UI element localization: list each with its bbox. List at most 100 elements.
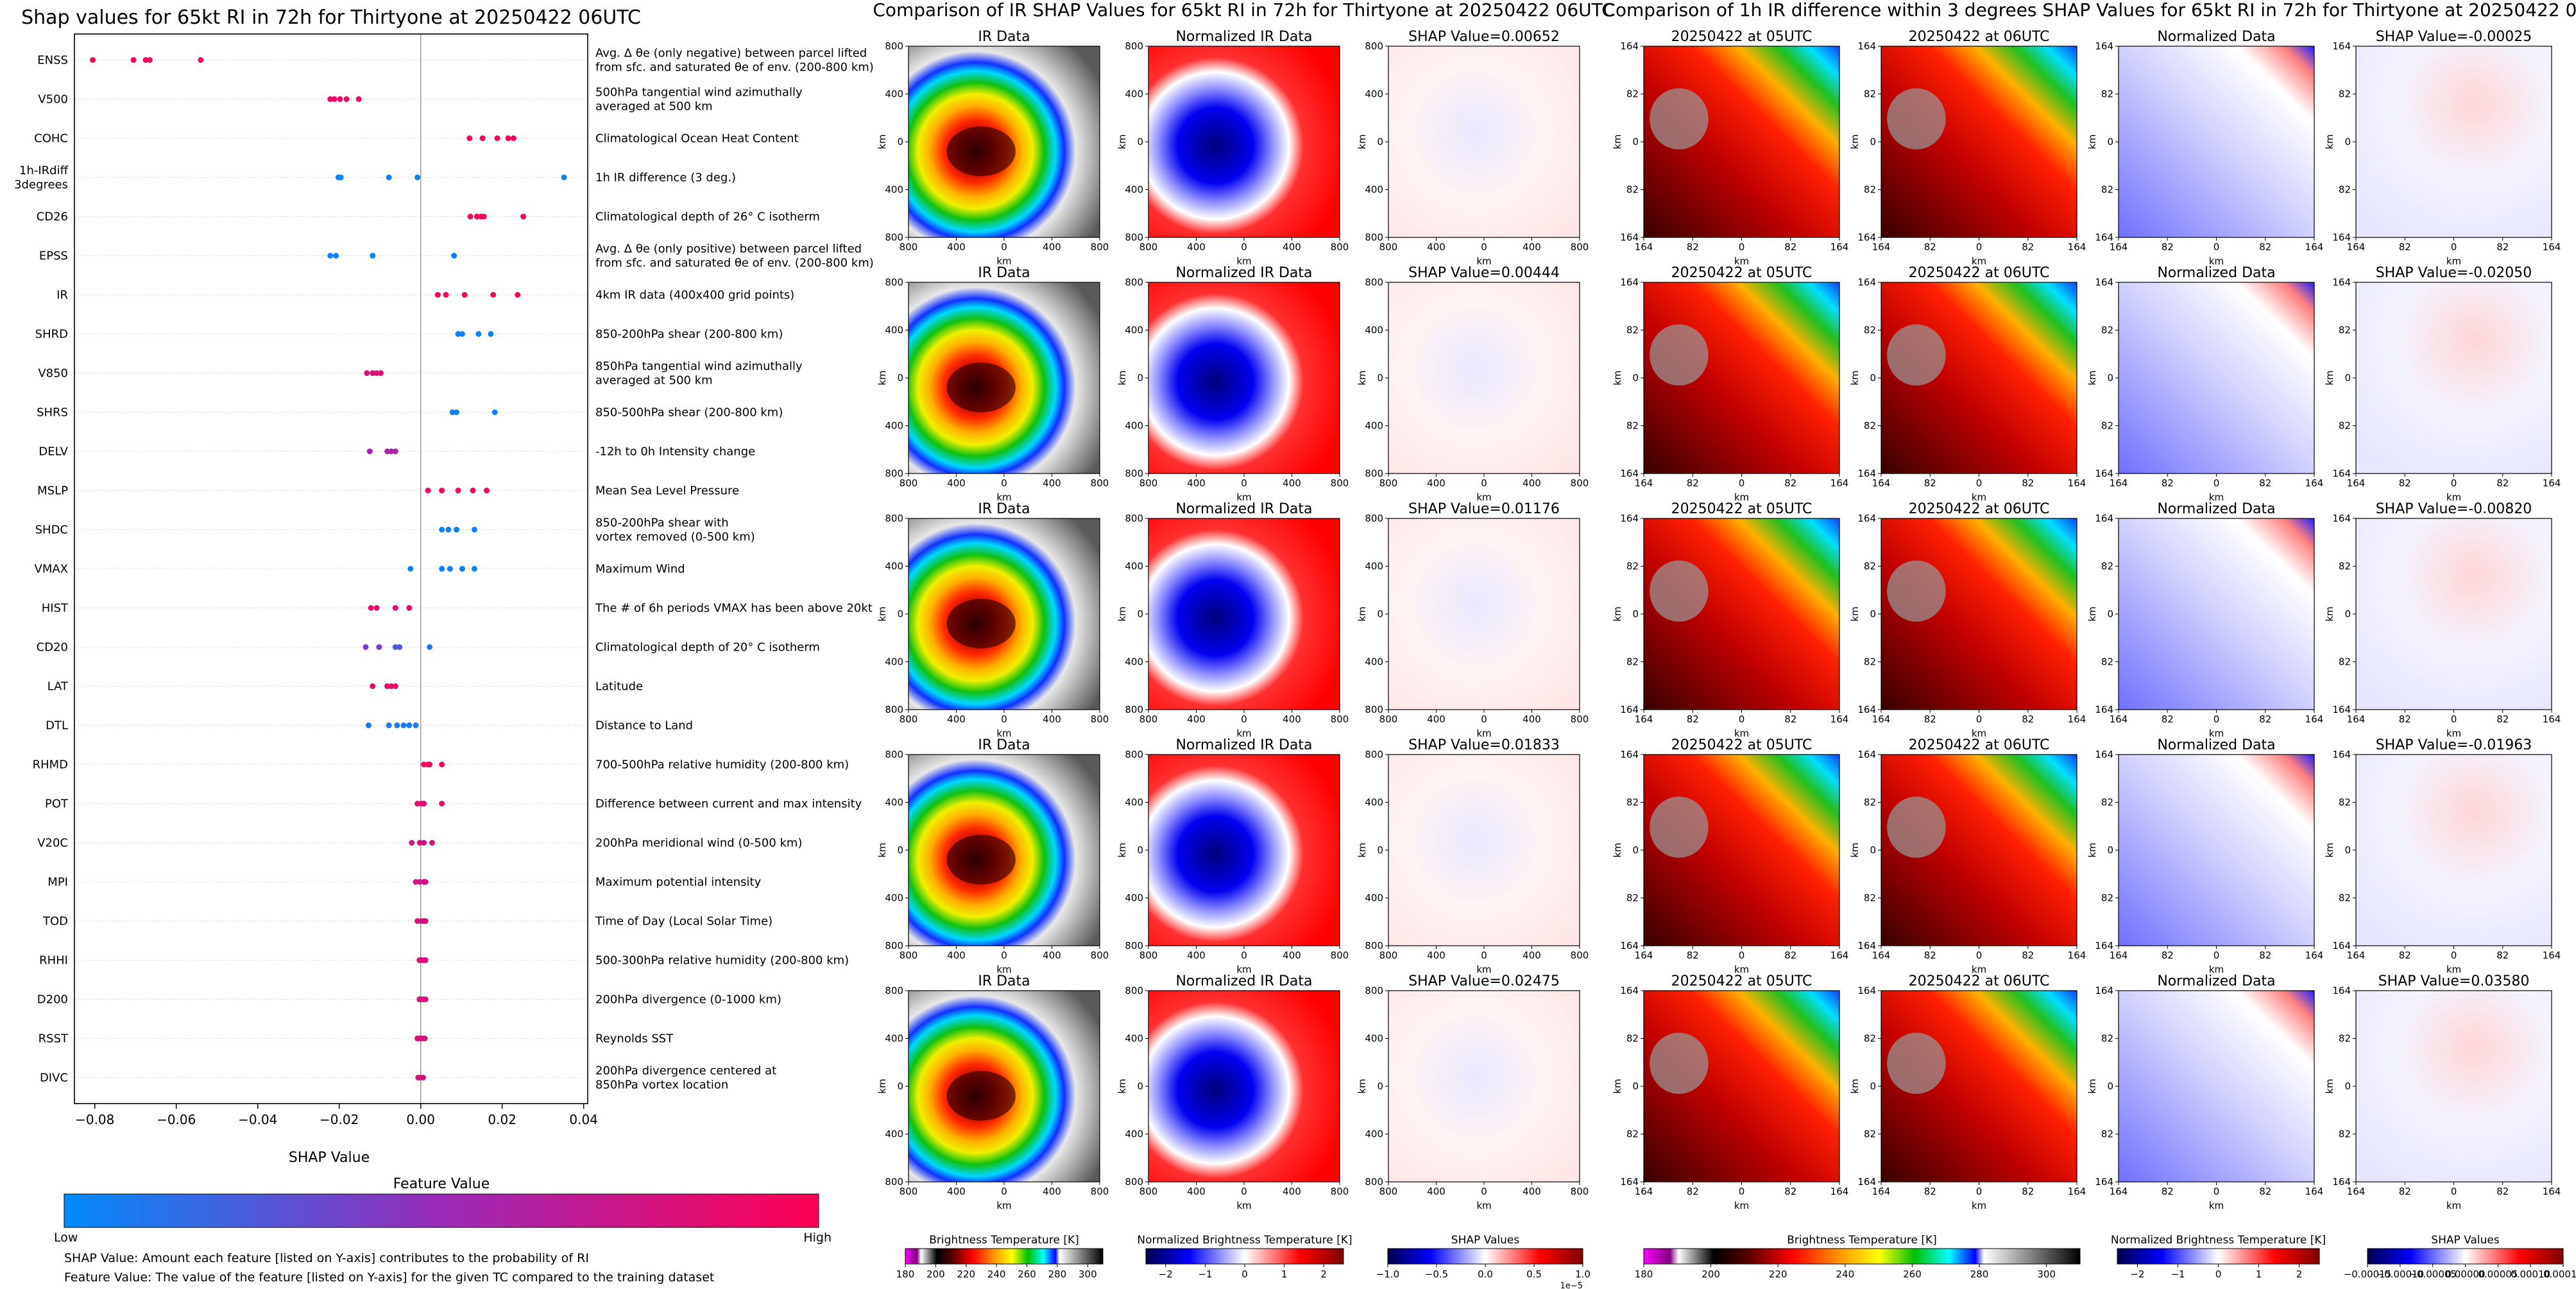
feature-description-line: Reynolds SST xyxy=(595,1032,674,1046)
colorbar-label: Normalized Brightness Temperature [K] xyxy=(2111,1234,2326,1247)
panel-y-tick-label: 164 xyxy=(2095,232,2113,243)
panel-x-tick-label: 82 xyxy=(2162,713,2174,725)
feature-description-line: 850-200hPa shear (200-800 km) xyxy=(595,328,783,341)
panel-y-label: km xyxy=(2324,1079,2335,1093)
panel-y-tick-label: 82 xyxy=(1626,561,1639,572)
panel-y-tick-label: 164 xyxy=(2095,468,2113,479)
x-tick-label: −0.02 xyxy=(320,1112,359,1127)
panel-title: Normalized Data xyxy=(2157,737,2275,753)
shap-point xyxy=(388,448,395,454)
feature-description-line: Avg. Δ θe (only positive) between parcel… xyxy=(595,243,862,256)
panel-y-tick-label: 82 xyxy=(2101,325,2113,336)
panel-x-tick-label: 164 xyxy=(2347,1186,2366,1197)
panel-x-tick-label: 0 xyxy=(1001,950,1007,961)
panel-y-tick-label: 164 xyxy=(2095,940,2113,952)
panel-x-tick-label: 164 xyxy=(2110,477,2128,489)
panel-title: 20250422 at 05UTC xyxy=(1671,973,1813,989)
heatmap-colorbar xyxy=(1643,1248,2081,1265)
shap-point xyxy=(429,840,435,846)
panel-x-tick-label: 164 xyxy=(2068,241,2086,253)
shap-point xyxy=(488,331,494,337)
panel-y-tick-label: 82 xyxy=(2101,892,2113,904)
panel-y-tick-label: 400 xyxy=(1365,184,1383,196)
panel-y-tick-label: 800 xyxy=(1365,40,1383,52)
panel-title: Normalized IR Data xyxy=(1175,265,1312,281)
feature-description-line: 1h IR difference (3 deg.) xyxy=(595,171,736,185)
shap-point xyxy=(384,448,391,454)
heatmap-panel xyxy=(1148,282,1340,474)
panel-x-tick-label: 164 xyxy=(2068,713,2086,725)
panel-x-tick-label: 800 xyxy=(1331,241,1349,253)
panel-x-tick-label: 164 xyxy=(1872,477,1891,489)
feature-label-line: CD20 xyxy=(37,641,68,654)
panel-y-tick-label: 0 xyxy=(897,608,903,620)
feature-description-line: The # of 6h periods VMAX has been above … xyxy=(595,602,873,615)
colorbar-label: SHAP Values xyxy=(1451,1234,1520,1247)
shap-point xyxy=(146,57,153,63)
panel-y-tick-label: 82 xyxy=(1626,892,1639,904)
panel-y-tick-label: 800 xyxy=(1125,704,1143,715)
x-tick-label: −0.06 xyxy=(157,1112,196,1127)
shap-point xyxy=(459,566,465,572)
panel-x-tick-label: 164 xyxy=(2110,713,2128,725)
panel-x-tick-label: 82 xyxy=(1784,477,1796,489)
panel-x-tick-label: 164 xyxy=(1830,477,1849,489)
colorbar-tick-label: 2 xyxy=(1320,1268,1327,1280)
panel-y-tick-label: 800 xyxy=(885,749,903,760)
feature-label: DIVC xyxy=(40,1071,68,1085)
panel-x-tick-label: 82 xyxy=(1924,241,1936,253)
feature-description: Time of Day (Local Solar Time) xyxy=(595,915,772,928)
feature-description-line: Mean Sea Level Pressure xyxy=(595,484,739,498)
comparison-title-2: Comparison of 1h IR difference within 3 … xyxy=(1603,0,2576,21)
shap-point xyxy=(434,292,441,298)
panel-x-label: km xyxy=(2446,255,2461,267)
panel-y-tick-label: 0 xyxy=(1137,844,1143,856)
panel-x-tick-label: 400 xyxy=(1523,241,1541,253)
panel-x-label: km xyxy=(1476,964,1491,975)
colorbar-tick-label: 240 xyxy=(1836,1268,1855,1280)
shap-point xyxy=(392,683,398,689)
panel-y-tick-label: 82 xyxy=(1864,656,1876,668)
heatmap-colorbar xyxy=(905,1248,1104,1265)
panel-y-tick-label: 164 xyxy=(1857,1176,1876,1188)
panel-x-tick-label: 400 xyxy=(947,713,966,725)
colorbar-label: SHAP Values xyxy=(2431,1234,2500,1247)
shap-point xyxy=(510,135,516,141)
cold-cloud-patch xyxy=(1650,1032,1709,1094)
panel-y-label: km xyxy=(1849,134,1861,149)
shap-point xyxy=(392,605,398,611)
colorbar-high-label: High xyxy=(803,1231,832,1245)
shap-point xyxy=(394,722,400,728)
feature-label-line: VMAX xyxy=(35,563,69,576)
panel-y-tick-label: 400 xyxy=(1365,561,1383,572)
feature-label: ENSS xyxy=(37,54,68,67)
panel-y-tick-label: 800 xyxy=(1125,985,1143,996)
panel-title: SHAP Value=-0.00820 xyxy=(2376,501,2532,517)
panel-x-tick-label: 164 xyxy=(2543,1186,2561,1197)
panel-y-tick-label: 82 xyxy=(2101,797,2113,808)
colorbar-tick-label: 0.00000 xyxy=(2445,1268,2485,1280)
feature-label-line: DIVC xyxy=(40,1071,68,1085)
panel-x-tick-label: 800 xyxy=(1091,950,1109,961)
colorbar-tick-label: −1.0 xyxy=(1376,1268,1399,1280)
panel-x-tick-label: 400 xyxy=(1043,950,1061,961)
heatmap-colorbar xyxy=(2117,1248,2320,1265)
shap-point xyxy=(337,96,343,102)
panel-x-tick-label: 0 xyxy=(1739,713,1745,725)
panel-y-tick-label: 400 xyxy=(1365,1129,1383,1140)
feature-colorbar xyxy=(64,1193,819,1228)
panel-x-tick-label: 800 xyxy=(1139,241,1158,253)
shap-point xyxy=(343,96,350,102)
shap-point xyxy=(455,331,461,337)
panel-y-label: km xyxy=(1356,606,1368,621)
panel-x-label: km xyxy=(2446,728,2461,739)
panel-y-tick-label: 400 xyxy=(1365,325,1383,336)
panel-x-label: km xyxy=(2209,728,2224,739)
panel-x-tick-label: 400 xyxy=(1427,477,1446,489)
panel-x-tick-label: 400 xyxy=(1043,241,1061,253)
panel-x-tick-label: 400 xyxy=(1523,713,1541,725)
heatmap-panel xyxy=(1388,282,1580,474)
panel-x-tick-label: 82 xyxy=(1924,713,1936,725)
panel-x-label: km xyxy=(1236,1200,1251,1211)
panel-y-tick-label: 82 xyxy=(1864,89,1876,100)
